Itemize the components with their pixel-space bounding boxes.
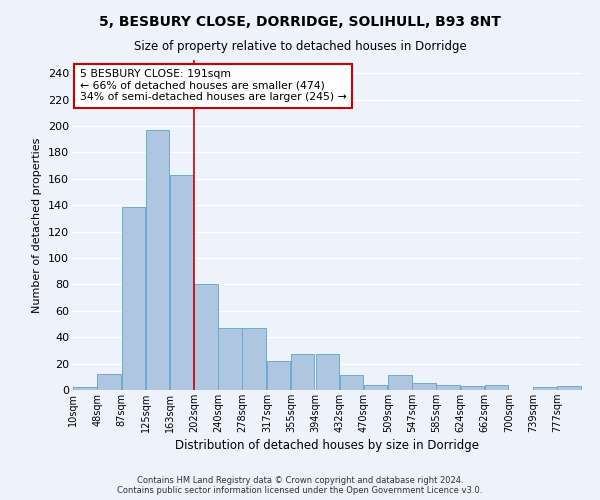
Bar xyxy=(557,386,581,390)
Bar xyxy=(146,130,169,390)
Bar xyxy=(461,386,484,390)
Bar xyxy=(97,374,121,390)
Bar xyxy=(485,384,508,390)
Text: 5, BESBURY CLOSE, DORRIDGE, SOLIHULL, B93 8NT: 5, BESBURY CLOSE, DORRIDGE, SOLIHULL, B9… xyxy=(99,15,501,29)
Text: Contains HM Land Registry data © Crown copyright and database right 2024.
Contai: Contains HM Land Registry data © Crown c… xyxy=(118,476,482,495)
X-axis label: Distribution of detached houses by size in Dorridge: Distribution of detached houses by size … xyxy=(175,439,479,452)
Bar xyxy=(340,376,363,390)
Bar xyxy=(436,384,460,390)
Bar xyxy=(533,388,557,390)
Y-axis label: Number of detached properties: Number of detached properties xyxy=(32,138,43,312)
Text: 5 BESBURY CLOSE: 191sqm
← 66% of detached houses are smaller (474)
34% of semi-d: 5 BESBURY CLOSE: 191sqm ← 66% of detache… xyxy=(80,69,346,102)
Bar xyxy=(316,354,339,390)
Bar xyxy=(267,361,290,390)
Bar xyxy=(388,376,412,390)
Bar xyxy=(122,206,145,390)
Bar xyxy=(291,354,314,390)
Bar xyxy=(194,284,218,390)
Bar xyxy=(412,384,436,390)
Bar xyxy=(170,175,193,390)
Bar xyxy=(242,328,266,390)
Bar xyxy=(364,384,387,390)
Bar xyxy=(73,388,97,390)
Text: Size of property relative to detached houses in Dorridge: Size of property relative to detached ho… xyxy=(134,40,466,53)
Bar xyxy=(218,328,242,390)
